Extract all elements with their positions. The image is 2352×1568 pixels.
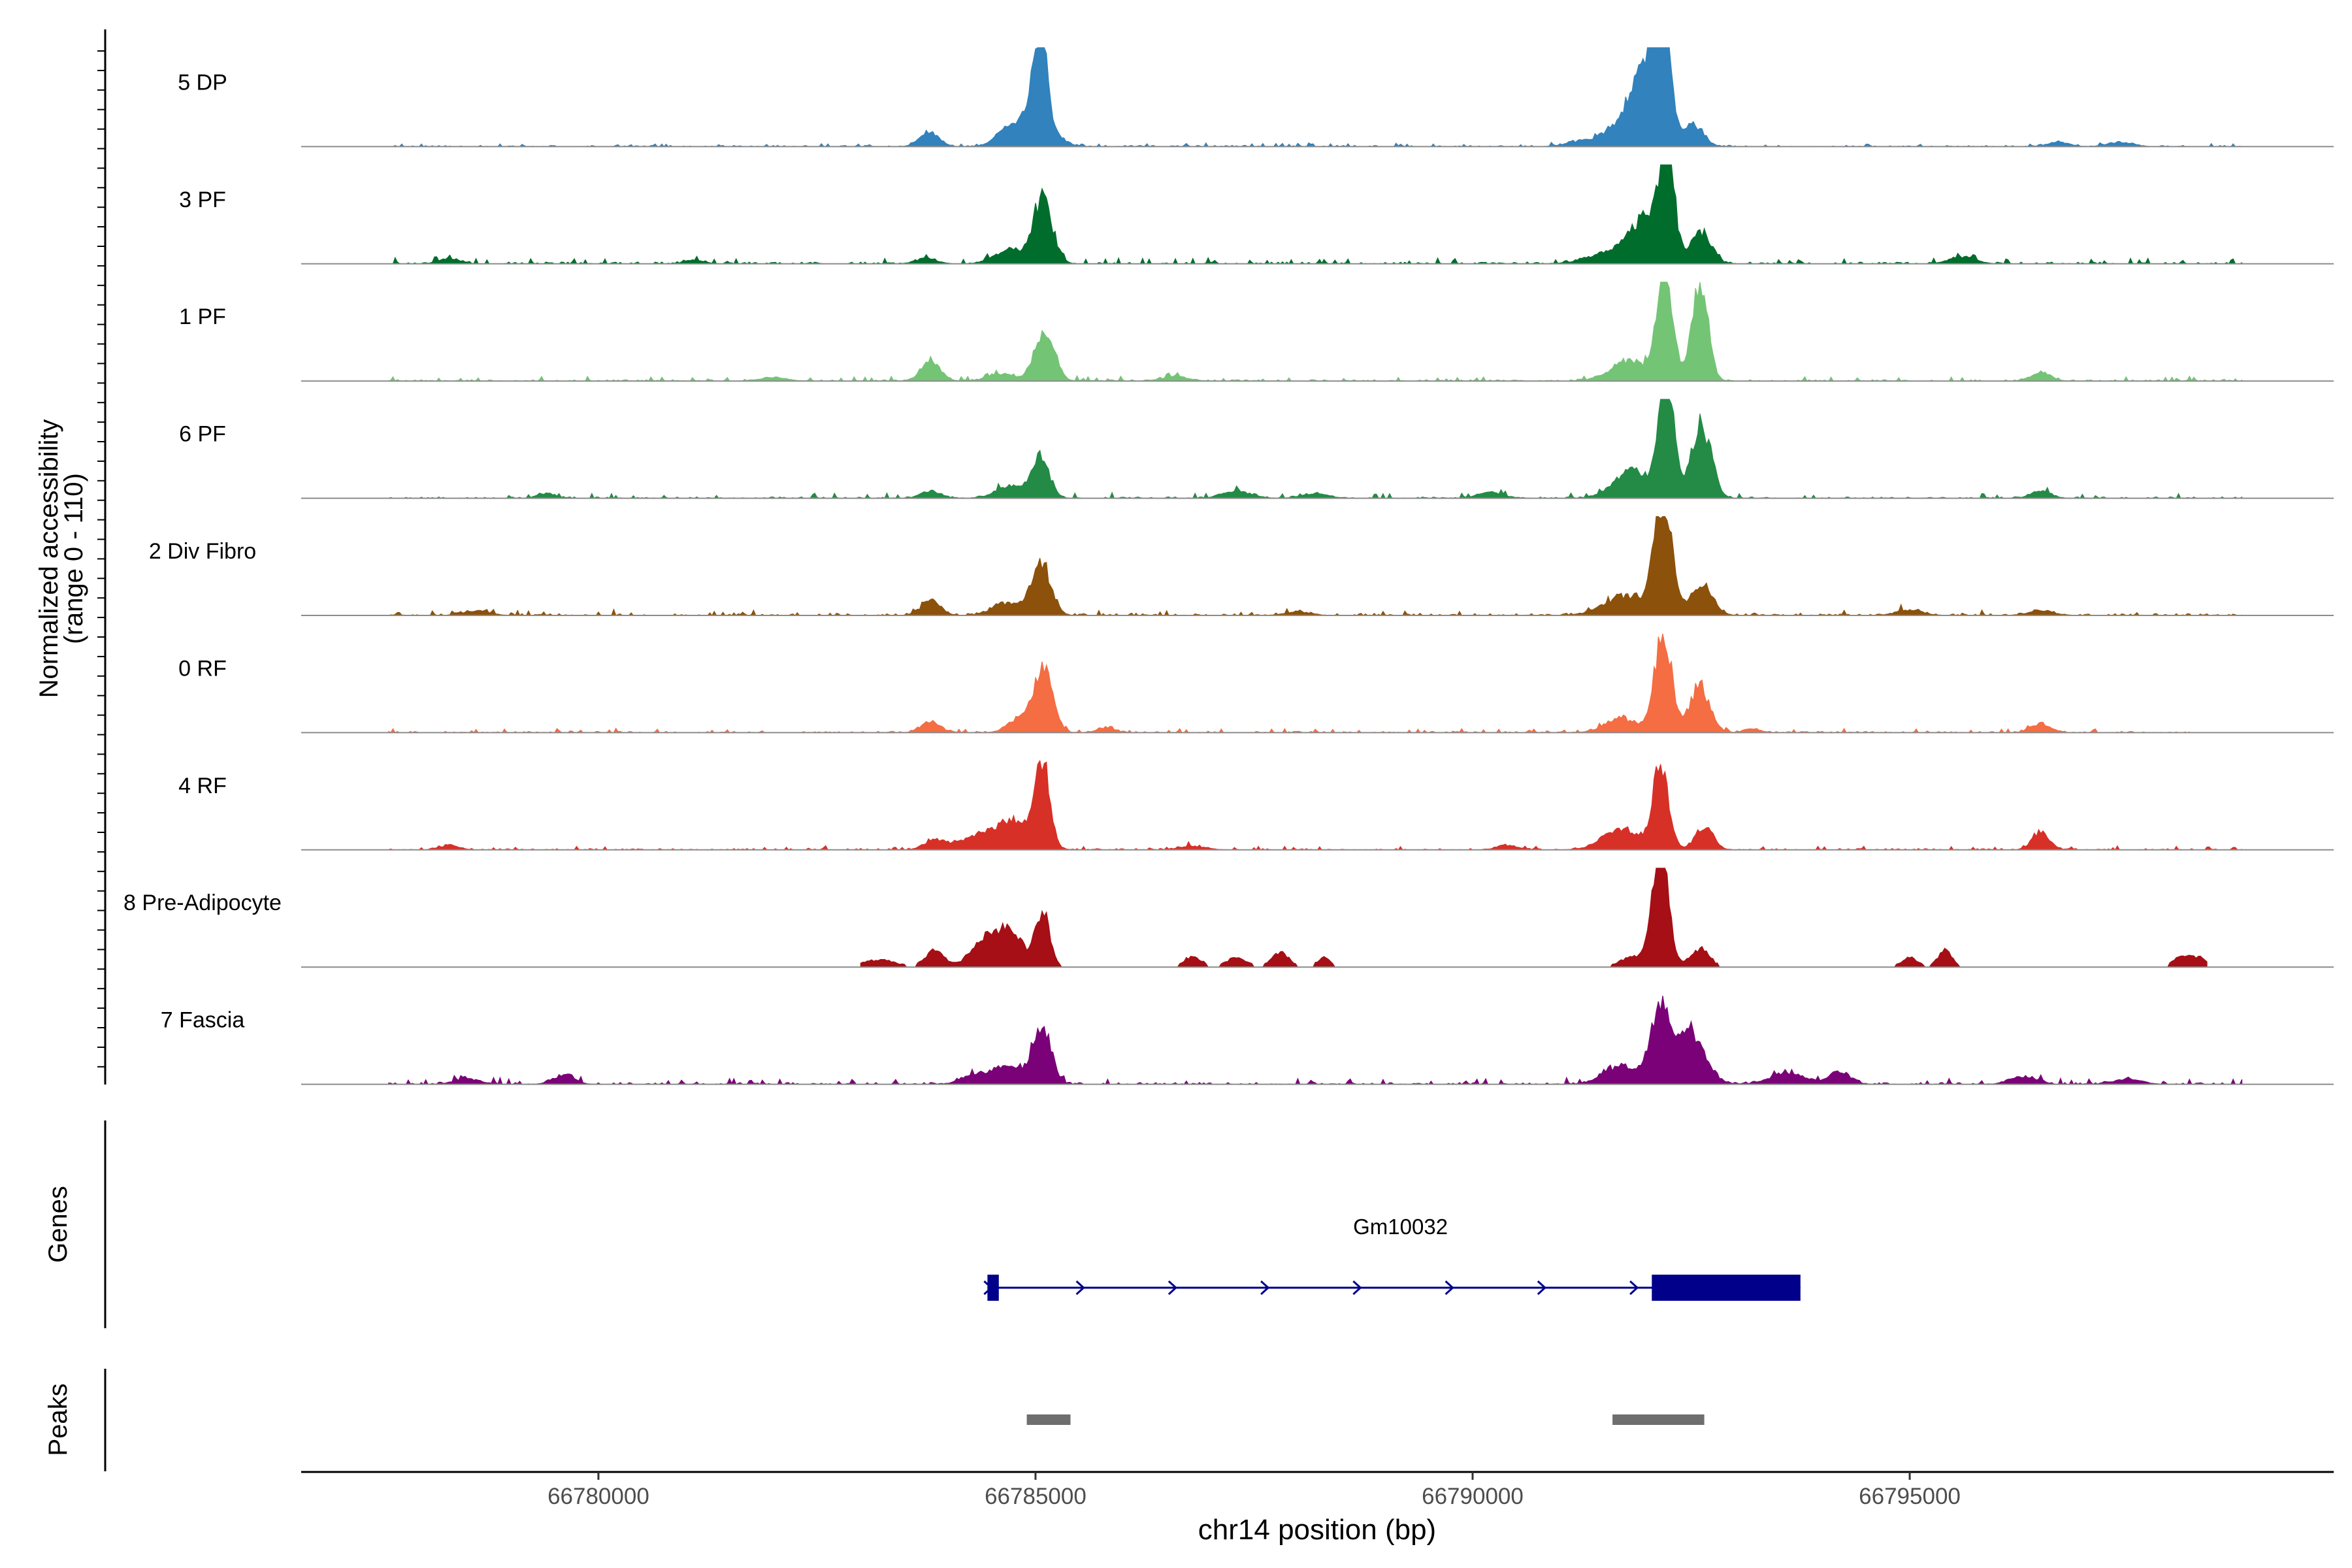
genes-axis-title: Genes <box>44 1186 73 1263</box>
gene-track: Gm10032 <box>983 1215 1801 1301</box>
track-label-7-fascia: 7 Fascia <box>161 1008 245 1033</box>
strand-arrow-icon <box>1629 1280 1639 1296</box>
coverage-tracks: 5 DP 3 PF 1 PF 6 PF 2 Div Fibro 0 RF 4 RF 8 Pre… <box>123 47 2334 1085</box>
track-8-pre-adipocyte: 8 Pre-Adipocyte <box>123 868 2334 968</box>
left-axes <box>97 29 106 1471</box>
track-label-8-pre-adipocyte: 8 Pre-Adipocyte <box>123 890 282 915</box>
x-axis-title: chr14 position (bp) <box>1198 1514 1436 1546</box>
x-axis-tick-label: 66785000 <box>985 1484 1086 1509</box>
track-label-0-rf: 0 RF <box>178 656 227 681</box>
track-label-6-pf: 6 PF <box>179 422 226 447</box>
track-2-div-fibro: 2 Div Fibro <box>149 516 2334 617</box>
track-area-6-pf <box>388 399 2243 499</box>
x-axis-tick-label: 66795000 <box>1859 1484 1961 1509</box>
strand-arrow-icon <box>1260 1280 1270 1296</box>
track-label-3-pf: 3 PF <box>179 188 226 212</box>
track-area-3-pf <box>388 164 2243 265</box>
track-area-4-rf <box>388 759 2243 851</box>
peak-region <box>1026 1414 1071 1425</box>
gene-name: Gm10032 <box>1353 1215 1448 1239</box>
peak-track <box>1026 1414 1705 1425</box>
track-label-4-rf: 4 RF <box>178 774 227 798</box>
strand-arrow-icon <box>1075 1280 1085 1296</box>
coverage-y-axis-ticks <box>97 50 105 1068</box>
track-area-8-pre-adipocyte <box>860 868 2208 968</box>
track-3-pf: 3 PF <box>179 164 2334 265</box>
gene-exon <box>1652 1275 1801 1301</box>
peak-region <box>1612 1414 1705 1425</box>
track-label-1-pf: 1 PF <box>179 304 226 329</box>
x-axis-tick-label: 66780000 <box>547 1484 649 1509</box>
x-axis: 66780000 66785000 66790000 66795000 <box>301 1471 2334 1509</box>
track-4-rf: 4 RF <box>178 759 2334 851</box>
track-0-rf: 0 RF <box>178 633 2334 734</box>
peaks-axis-title: Peaks <box>44 1383 73 1456</box>
strand-arrow-icon <box>1445 1280 1454 1296</box>
track-1-pf: 1 PF <box>179 282 2334 382</box>
track-area-7-fascia <box>388 996 2243 1085</box>
track-area-1-pf <box>388 282 2243 382</box>
y-axis-title: Normalized accessibility <box>35 419 63 698</box>
track-7-fascia: 7 Fascia <box>161 996 2334 1085</box>
track-6-pf: 6 PF <box>179 399 2334 499</box>
strand-arrow-icon <box>1537 1280 1547 1296</box>
track-area-0-rf <box>388 633 2190 734</box>
strand-arrow-icon <box>1352 1280 1362 1296</box>
track-area-2-div-fibro <box>388 516 2243 617</box>
gene-exon <box>987 1275 999 1301</box>
track-area-5-dp <box>388 47 2242 148</box>
track-label-2-div-fibro: 2 Div Fibro <box>149 539 256 564</box>
x-axis-tick-label: 66790000 <box>1422 1484 1524 1509</box>
track-5-dp: 5 DP <box>178 47 2334 148</box>
track-label-5-dp: 5 DP <box>178 70 227 95</box>
y-axis-title-range: (range 0 - 110) <box>59 473 88 644</box>
strand-arrow-icon <box>1168 1280 1178 1296</box>
